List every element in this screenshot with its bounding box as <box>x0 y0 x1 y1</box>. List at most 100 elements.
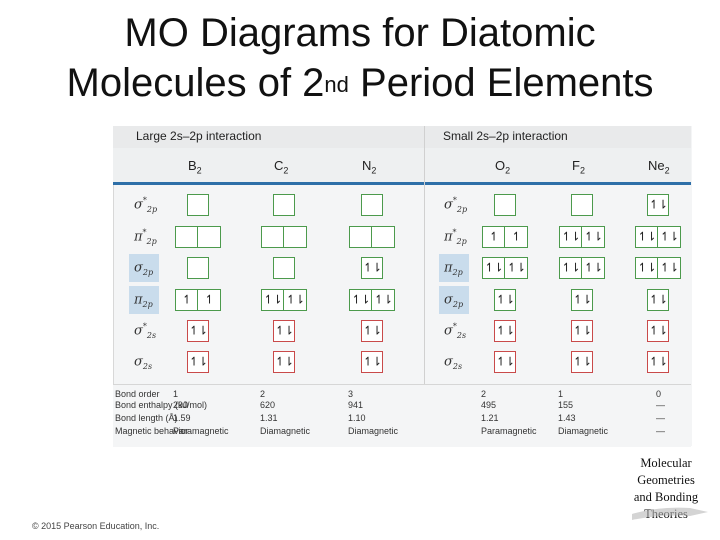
orbital-symbol: σ <box>444 323 453 339</box>
property-value: Paramagnetic <box>481 426 537 436</box>
orbital-half: ↿⇂ <box>560 258 582 278</box>
orbital-symbol: π <box>134 229 143 245</box>
orbital-label: σ2p <box>134 259 153 277</box>
orbital-half: ↿ <box>483 227 505 247</box>
orbital-box: ↿⇂ <box>361 257 383 279</box>
molecule-symbol: F <box>572 158 580 173</box>
molecule-subscript: 2 <box>371 165 377 176</box>
copyright-text: © 2015 Pearson Education, Inc. <box>32 521 160 531</box>
degenerate-orbital-box: ↿⇂ ↿⇂ <box>261 289 307 311</box>
orbital-subscript: 2s <box>452 361 463 371</box>
orbital-subscript: 2p <box>146 204 158 214</box>
molecule-subscript: 2 <box>283 165 289 176</box>
orbital-highlight <box>439 286 469 314</box>
property-label: Bond enthalpy (kJ/mol) <box>115 400 208 410</box>
molecule-label: O2 <box>495 158 510 176</box>
property-value: 155 <box>558 400 574 410</box>
electron-arrows: ↿ <box>488 229 499 244</box>
orbital-subscript: 2p <box>142 299 153 309</box>
orbital-box <box>187 257 209 279</box>
orbital-star: * <box>142 322 147 331</box>
orbital-label: σ2s <box>134 353 152 371</box>
orbital-label: σ2s <box>444 353 462 371</box>
electron-arrows: ↿⇂ <box>362 260 382 275</box>
property-value: — <box>656 426 665 436</box>
orbital-half <box>262 227 284 247</box>
orbital-box: ↿⇂ <box>647 289 669 311</box>
property-value: 1.21 <box>481 413 499 423</box>
electron-arrows: ↿⇂ <box>495 292 515 307</box>
orbital-half: ↿⇂ <box>262 290 284 310</box>
electron-arrows: ↿⇂ <box>285 292 305 307</box>
orbital-box: ↿⇂ <box>494 351 516 373</box>
orbital-box: ↿⇂ <box>571 320 593 342</box>
orbital-box: ↿⇂ <box>571 351 593 373</box>
orbital-half: ↿⇂ <box>560 227 582 247</box>
properties-panel <box>113 384 691 447</box>
property-value: 1.59 <box>173 413 191 423</box>
orbital-star: * <box>452 196 457 205</box>
orbital-label: σ*2s <box>444 322 466 340</box>
electron-arrows: ↿⇂ <box>506 260 526 275</box>
electron-arrows: ↿⇂ <box>188 323 208 338</box>
orbital-half: ↿⇂ <box>483 258 505 278</box>
electron-arrows: ↿⇂ <box>495 323 515 338</box>
property-value: — <box>656 400 665 410</box>
orbital-subscript: 2s <box>142 361 153 371</box>
electron-arrows: ↿⇂ <box>637 229 656 244</box>
property-value: Diamagnetic <box>260 426 311 436</box>
property-value: 2 <box>481 389 487 399</box>
orbital-half: ↿⇂ <box>372 290 394 310</box>
molecule-symbol: O <box>495 158 506 173</box>
orbital-box: ↿⇂ <box>494 289 516 311</box>
orbital-half: ↿ <box>198 290 220 310</box>
electron-arrows: ↿⇂ <box>572 323 592 338</box>
property-value: 1.31 <box>260 413 278 423</box>
orbital-half <box>372 227 394 247</box>
orbital-star: * <box>452 322 457 331</box>
property-value: 3 <box>348 389 354 399</box>
orbital-symbol: σ <box>134 354 143 370</box>
orbital-half: ↿⇂ <box>350 290 372 310</box>
orbital-label: σ*2p <box>134 196 157 214</box>
orbital-subscript: 2p <box>456 236 467 246</box>
orbital-half <box>350 227 372 247</box>
orbital-box <box>494 194 516 216</box>
orbital-symbol: σ <box>444 354 453 370</box>
orbital-label: σ*2p <box>444 196 467 214</box>
title-superscript: nd <box>324 72 349 97</box>
property-value: Diamagnetic <box>558 426 609 436</box>
orbital-box <box>571 194 593 216</box>
orbital-half <box>198 227 220 247</box>
orbital-label: σ2p <box>444 291 463 309</box>
orbital-half: ↿⇂ <box>284 290 306 310</box>
orbital-box: ↿⇂ <box>647 194 669 216</box>
orbital-half <box>176 227 198 247</box>
molecule-symbol: N <box>362 158 372 173</box>
molecule-subscript: 2 <box>664 165 670 176</box>
orbital-box <box>361 194 383 216</box>
orbital-subscript: 2p <box>452 299 464 309</box>
property-value: 0 <box>656 389 662 399</box>
electron-arrows: ↿⇂ <box>572 292 592 307</box>
side-caption-line: and Bonding <box>633 490 699 504</box>
electron-arrows: ↿⇂ <box>274 354 294 369</box>
side-caption-line: Geometries <box>637 473 695 487</box>
orbital-half <box>284 227 306 247</box>
degenerate-orbital-box <box>261 226 307 248</box>
property-value: — <box>656 413 665 423</box>
orbital-box: ↿⇂ <box>273 351 295 373</box>
orbital-box <box>273 194 295 216</box>
electron-arrows: ↿⇂ <box>484 260 503 275</box>
electron-arrows: ↿ <box>204 292 214 307</box>
molecule-subscript: 2 <box>505 165 511 176</box>
degenerate-orbital-box: ↿⇂ ↿⇂ <box>635 257 681 279</box>
degenerate-orbital-box: ↿⇂ ↿⇂ <box>559 226 605 248</box>
orbital-box: ↿⇂ <box>187 320 209 342</box>
orbital-symbol: σ <box>444 197 453 213</box>
molecule-label: C2 <box>274 158 288 176</box>
property-value: 1.10 <box>348 413 366 423</box>
orbital-subscript: 2s <box>146 330 157 340</box>
degenerate-orbital-box: ↿⇂ ↿⇂ <box>635 226 681 248</box>
molecule-label: N2 <box>362 158 376 176</box>
